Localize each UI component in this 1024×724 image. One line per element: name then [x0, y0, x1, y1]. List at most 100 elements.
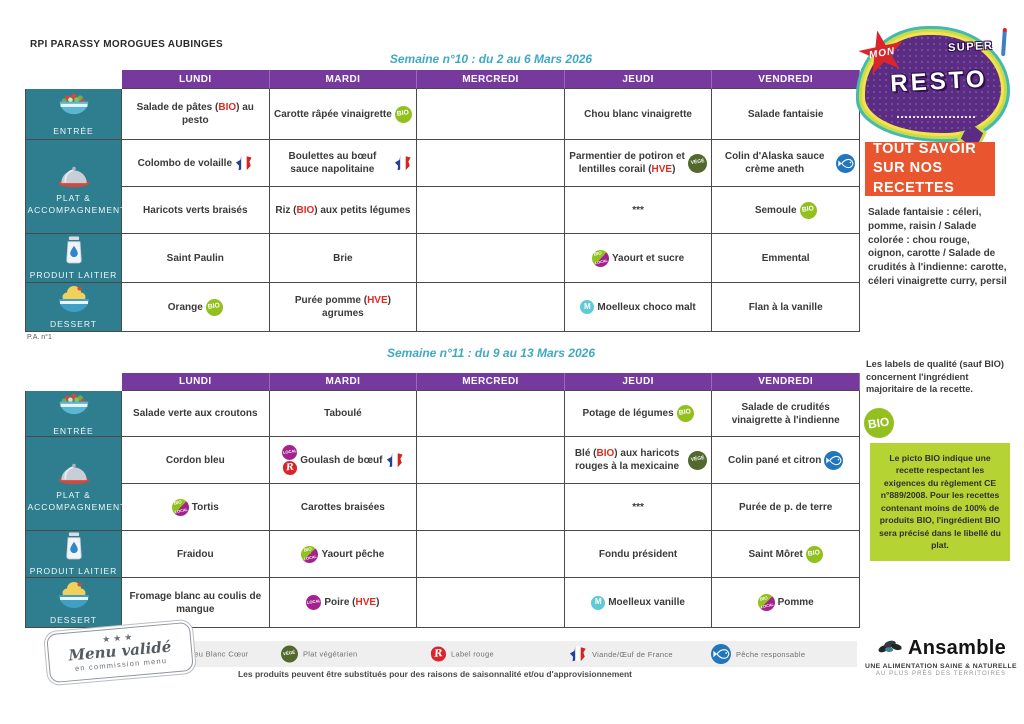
salad-bowl-icon [54, 390, 94, 424]
cell-icons-after [386, 451, 404, 469]
cell-icons-before: LOCAL R [282, 445, 298, 476]
dish-name: Carotte râpée vinaigrette [273, 108, 392, 120]
dish-name: Flan à la vanille [748, 301, 823, 313]
menu-cell: BIO LOCAL Pomme [712, 578, 860, 628]
bio-icon: BIO [799, 201, 817, 219]
menu-cell: Fondu président [564, 531, 713, 578]
legend-item-france: Viande/Œuf de France [569, 645, 673, 663]
salad-bowl-icon [54, 90, 94, 124]
cell-icons-after [824, 450, 844, 470]
local-icon: LOCAL [282, 445, 298, 460]
cell-icons-after: BIO [805, 545, 823, 563]
vege-icon: VÉGÉ [281, 645, 298, 663]
dish-name: Semoule [754, 204, 797, 216]
dish-name: Taboulé [324, 408, 362, 419]
dessert-cup-icon [54, 283, 94, 317]
day-header: VENDREDI [712, 70, 860, 89]
biolocal-icon: BIO LOCAL [757, 594, 775, 611]
local-icon: LOCAL [306, 595, 322, 610]
menu-cell [417, 187, 565, 234]
menu-cell: Purée pomme (HVE) agrumes [269, 283, 418, 332]
menu-cell: Semoule BIO [712, 187, 860, 234]
category-laitier: PRODUIT LAITIER [25, 531, 122, 578]
dish-name: Brie [333, 252, 353, 264]
menu-cell: Salade verte aux croutons [122, 391, 270, 437]
mon-super-resto-logo: MON SUPER RESTO [856, 26, 1010, 155]
menu-cell: Saint Môret BIO [712, 531, 860, 578]
category-label: ENTRÉE [53, 126, 94, 137]
dish-name: Pomme [777, 597, 814, 608]
dish-name: Fraidou [176, 548, 214, 560]
bio-icon: BIO [864, 408, 894, 438]
cell-icons-before: M [591, 595, 606, 610]
menu-cell: Salade de pâtes (BIO) au pesto [122, 89, 270, 140]
brand-name: Ansamble [908, 637, 1006, 659]
dish-name: Saint Môret [748, 548, 803, 560]
labelrouge-icon: R [282, 460, 298, 476]
menu-cell: Fromage blanc au coulis de mangue [122, 578, 270, 628]
quality-keyword: HVE [367, 295, 388, 306]
legend-item-vege: VÉGÉ Plat végétarien [281, 645, 358, 663]
dish-name: *** [632, 501, 644, 513]
france-icon [235, 154, 253, 172]
day-header: MERCREDI [417, 373, 565, 391]
dish-name: Emmental [761, 252, 810, 264]
week1-title: Semaine n°10 : du 2 au 6 Mars 2026 [389, 52, 593, 66]
recipes-banner: TOUT SAVOIR SUR NOS RECETTES [865, 141, 995, 196]
day-header: LUNDI [122, 70, 270, 89]
menu-cell: Emmental [712, 234, 860, 283]
dish-name: Colombo de volaille [137, 157, 233, 169]
dish-name: Cordon bleu [165, 454, 225, 466]
leaves-icon [876, 636, 904, 661]
menu-cell [417, 89, 565, 140]
menu-cell: BIO LOCAL Tortis [122, 484, 270, 531]
menu-cell: M Moelleux vanille [564, 578, 713, 628]
menu-cell: Potage de légumes BIO [564, 391, 713, 437]
dish-name: Salade fantaisie [747, 108, 824, 120]
bio-icon: BIO [805, 545, 823, 563]
pa-note: P.A. n°1 [27, 334, 52, 341]
quality-keyword: HVE [651, 164, 673, 175]
menu-table-week11: LUNDI MARDI MERCREDI JEUDI VENDREDI ENTRÉE Sal… [25, 373, 860, 628]
legend-label: Label rouge [451, 649, 494, 659]
week2-title: Semaine n°11 : du 9 au 13 Mars 2026 [386, 346, 595, 360]
dish-name: Potage de légumes [582, 408, 674, 419]
category-plat: PLAT & ACCOMPAGNEMENT [25, 437, 127, 531]
brand-tagline2: AU PLUS PRÈS DES TERRITOIRES [875, 671, 1007, 677]
day-header: JEUDI [564, 373, 713, 391]
dish-name: Yaourt et sucre [611, 252, 685, 264]
category-plat: PLAT & ACCOMPAGNEMENT [25, 140, 125, 234]
cloche-icon [54, 157, 94, 191]
cell-icons-after: VÉGÉ [688, 153, 708, 173]
dish-name: *** [632, 204, 644, 216]
vege-icon: VÉGÉ [688, 153, 708, 173]
category-label: PLAT & ACCOMPAGNEMENT [27, 490, 127, 512]
cell-icons-after: BIO [205, 298, 223, 316]
dish-name: Parmentier de potiron et lentilles corai… [569, 151, 685, 175]
menu-cell [417, 140, 565, 187]
dish-name: Purée de p. de terre [738, 501, 833, 513]
dish-name: Moelleux choco malt [597, 301, 696, 313]
menu-cell: Blé (BIO) aux haricots rouges à la mexic… [564, 437, 713, 484]
day-header: LUNDI [122, 373, 270, 391]
legend-label: Viande/Œuf de France [592, 649, 673, 659]
cell-icons-before: BIO LOCAL [171, 498, 189, 516]
milk-can-icon [54, 234, 94, 268]
fish-icon [835, 153, 855, 173]
legend-label: Plat végétarien [303, 649, 358, 659]
dish-name: Salade de pâtes (BIO) au pesto [136, 102, 254, 126]
legend-bar: Bleu Blanc Cœur VÉGÉ Plat végétarien R Label… [85, 641, 857, 667]
dish-name: Salade verte aux croutons [133, 408, 258, 419]
cell-icons-after [394, 154, 412, 172]
menu-cell: LOCAL R Goulash de bœuf [269, 437, 418, 484]
biolocal-icon: BIO LOCAL [301, 545, 319, 563]
menu-cell [417, 484, 565, 531]
menu-cell: Purée de p. de terre [712, 484, 860, 531]
dish-name: Boulettes au bœuf sauce napolitaine [288, 151, 377, 175]
dish-name: Yaourt pêche [321, 548, 385, 560]
cell-icons-before: LOCAL [306, 595, 322, 610]
menu-cell [417, 391, 565, 437]
menu-cell: BIO LOCAL Yaourt pêche [269, 531, 418, 578]
dish-name: Poire (HVE) [324, 597, 380, 608]
bio-icon: BIO [205, 298, 223, 316]
